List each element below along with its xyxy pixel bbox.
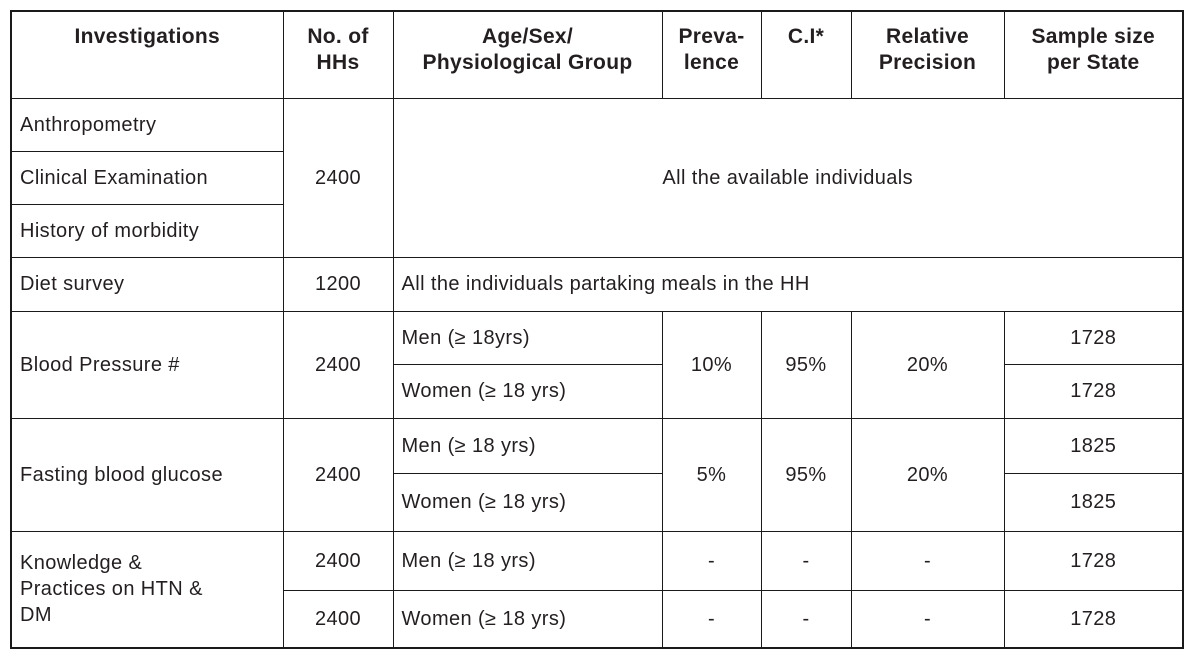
cell-ci-kp-men: - [760,530,852,591]
cell-hhs-blood-pressure: 2400 [282,310,394,419]
cell-investigation-fasting-blood-glucose: Fasting blood glucose [10,417,284,532]
cell-prevalence-blood-pressure: 10% [661,310,762,419]
cell-group-kp-men: Men (≥ 18 yrs) [392,530,663,591]
cell-group-fbg-women: Women (≥ 18 yrs) [392,472,663,532]
cell-note-all-available-individuals: All the available individuals [392,97,1184,258]
cell-ci-fasting-blood-glucose: 95% [760,417,852,532]
cell-sample-kp-men: 1728 [1003,530,1184,591]
cell-investigation-blood-pressure: Blood Pressure # [10,310,284,419]
cell-investigation-anthropometry: Anthropometry [10,97,284,152]
row-knowledge-practices-men: Knowledge & Practices on HTN & DM 2400 M… [10,530,1184,649]
row-fasting-glucose-men: Fasting blood glucose 2400 Men (≥ 18 yrs… [10,417,1184,532]
header-relative-precision: Relative Precision [850,10,1005,99]
sampling-design-table: Investigations No. of HHs Age/Sex/ Physi… [10,10,1184,649]
cell-sample-kp-women: 1728 [1003,589,1184,649]
cell-sample-fbg-men: 1825 [1003,417,1184,474]
cell-hhs-diet-survey: 1200 [282,256,394,312]
row-history-of-morbidity: History of morbidity [10,203,1183,258]
cell-ci-kp-women: - [760,589,852,649]
cell-prevalence-fasting-blood-glucose: 5% [661,417,762,532]
cell-investigation-clinical-examination: Clinical Examination [10,150,284,205]
cell-relative-precision-kp-women: - [850,589,1005,649]
cell-hhs-kp-men: 2400 [282,530,394,591]
cell-investigation-diet-survey: Diet survey [10,256,284,312]
cell-relative-precision-kp-men: - [850,530,1005,591]
cell-hhs-kp-women: 2400 [282,589,394,649]
row-fasting-glucose-women: Women (≥ 18 yrs) 1825 [11,472,1184,532]
row-anthropometry: Anthropometry 2400 All the available ind… [10,97,1184,258]
cell-hhs-fasting-blood-glucose: 2400 [282,417,394,532]
header-investigations: Investigations [10,10,284,99]
cell-hhs-all-individuals: 2400 [282,97,394,258]
cell-investigation-knowledge-practices: Knowledge & Practices on HTN & DM [10,530,284,649]
row-blood-pressure-men: Blood Pressure # 2400 Men (≥ 18yrs) 10% … [10,310,1184,419]
cell-investigation-history-of-morbidity: History of morbidity [10,203,284,258]
cell-prevalence-kp-men: - [661,530,762,591]
header-row: Investigations No. of HHs Age/Sex/ Physi… [10,10,1184,99]
cell-sample-bp-men: 1728 [1003,310,1184,365]
cell-sample-bp-women: 1728 [1003,363,1184,419]
header-sample-size-per-state: Sample size per State [1003,10,1184,99]
header-prevalence: Preva- lence [661,10,762,99]
cell-sample-fbg-women: 1825 [1003,472,1184,532]
cell-prevalence-kp-women: - [661,589,762,649]
cell-ci-blood-pressure: 95% [760,310,852,419]
cell-note-partaking-meals: All the individuals partaking meals in t… [392,256,1184,312]
cell-group-bp-men: Men (≥ 18yrs) [392,310,663,365]
row-blood-pressure-women: Women (≥ 18 yrs) 1728 [11,363,1184,419]
row-clinical-examination: Clinical Examination [10,150,1183,205]
cell-group-fbg-men: Men (≥ 18 yrs) [392,417,663,474]
cell-relative-precision-blood-pressure: 20% [850,310,1005,419]
row-diet-survey: Diet survey 1200 All the individuals par… [10,256,1184,312]
cell-group-bp-women: Women (≥ 18 yrs) [392,363,663,419]
cell-group-kp-women: Women (≥ 18 yrs) [392,589,663,649]
row-knowledge-practices-women: 2400 Women (≥ 18 yrs) - - - 1728 [11,589,1184,649]
header-ci: C.I* [760,10,852,99]
header-age-sex-physiological-group: Age/Sex/ Physiological Group [392,10,663,99]
cell-relative-precision-fasting-blood-glucose: 20% [850,417,1005,532]
header-no-of-hhs: No. of HHs [282,10,394,99]
